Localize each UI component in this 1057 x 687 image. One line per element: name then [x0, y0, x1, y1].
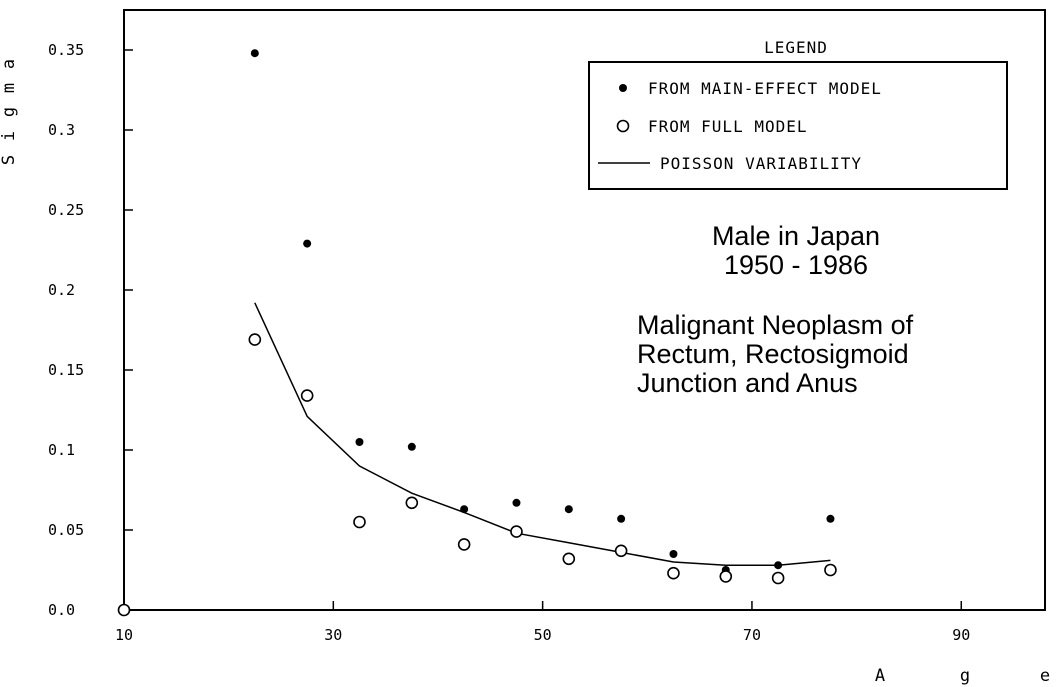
full-model-point — [667, 566, 680, 580]
y-axis-label-letter: S — [0, 155, 19, 165]
x-tick-label: 70 — [743, 626, 761, 644]
full-model-point — [562, 552, 576, 566]
main-effect-point — [407, 442, 416, 451]
y-axis-label-letter: i — [0, 131, 19, 141]
main-effect-point — [826, 514, 835, 523]
y-tick-label: 0.05 — [48, 521, 84, 539]
y-axis-label-letter: a — [0, 59, 19, 69]
main-effect-point — [460, 505, 469, 514]
x-tick-label: 50 — [534, 626, 552, 644]
full-model-point — [300, 389, 314, 402]
y-axis-label-letter: m — [0, 83, 19, 93]
y-axis-ticks: 0.0 0.05 0.1 0.15 0.2 0.25 0.3 0.35 — [48, 41, 133, 619]
legend-box — [588, 61, 1008, 190]
legend: LEGEND FROM MAIN-EFFECT MODEL FROM FULL … — [588, 38, 1008, 190]
legend-entry-main-effect: FROM MAIN-EFFECT MODEL — [648, 79, 882, 98]
full-model-point — [457, 538, 471, 551]
full-model-point — [248, 333, 262, 346]
x-tick-label: 30 — [324, 626, 342, 644]
x-tick-label: 10 — [115, 626, 133, 644]
x-axis-ticks: 10 30 50 70 90 — [115, 601, 970, 644]
legend-filled-circle-icon — [619, 84, 627, 92]
y-tick-label: 0.1 — [48, 441, 75, 459]
legend-open-circle-icon — [616, 119, 630, 133]
annotation-population-line-1: Male in Japan — [712, 221, 880, 251]
annotation-disease-line-1: Malignant Neoplasm of — [637, 310, 914, 340]
poisson-variability-series — [254, 302, 831, 566]
y-tick-label: 0.3 — [48, 121, 75, 139]
main-effect-point — [617, 514, 626, 523]
legend-title: LEGEND — [764, 38, 828, 57]
y-axis-label: Si g m a — [0, 59, 19, 165]
legend-entry-full-model: FROM FULL MODEL — [648, 117, 808, 136]
y-tick-label: 0.2 — [48, 281, 75, 299]
poisson-variability-line — [254, 302, 831, 566]
main-effect-point — [303, 239, 312, 248]
main-effect-series — [250, 49, 835, 574]
full-model-point — [353, 515, 366, 529]
full-model-point — [719, 570, 733, 583]
full-model-point — [117, 603, 131, 617]
annotation-population: Male in Japan 1950 - 1986 — [712, 221, 880, 280]
y-tick-label: 0.35 — [48, 41, 84, 59]
main-effect-point — [564, 505, 573, 514]
x-axis-label-letter: A — [875, 666, 885, 686]
main-effect-point — [355, 438, 364, 446]
full-model-point — [510, 525, 523, 538]
full-model-point — [771, 571, 785, 585]
x-axis-label-letter: e — [1040, 666, 1050, 686]
main-effect-point — [250, 49, 259, 58]
y-tick-label: 0.25 — [48, 201, 84, 219]
full-model-point — [405, 496, 419, 510]
y-tick-label: 0.15 — [48, 361, 84, 379]
full-model-point — [824, 563, 837, 577]
main-effect-point — [512, 498, 521, 507]
legend-entry-poisson: POISSON VARIABILITY — [660, 154, 862, 173]
x-tick-label: 90 — [952, 626, 970, 644]
annotation-disease: Malignant Neoplasm of Rectum, Rectosigmo… — [637, 310, 914, 398]
full-model-series — [117, 333, 837, 617]
annotation-population-line-2: 1950 - 1986 — [724, 250, 868, 280]
main-effect-point — [774, 561, 783, 570]
full-model-point — [614, 544, 628, 558]
plot-frame — [123, 9, 1046, 611]
y-axis-label-letter: g — [0, 107, 19, 117]
annotation-disease-line-2: Rectum, Rectosigmoid — [637, 339, 909, 369]
annotation-disease-line-3: Junction and Anus — [637, 368, 858, 398]
y-tick-label: 0.0 — [48, 601, 75, 619]
main-effect-point — [669, 550, 678, 558]
x-axis-label-letter: g — [960, 666, 970, 686]
